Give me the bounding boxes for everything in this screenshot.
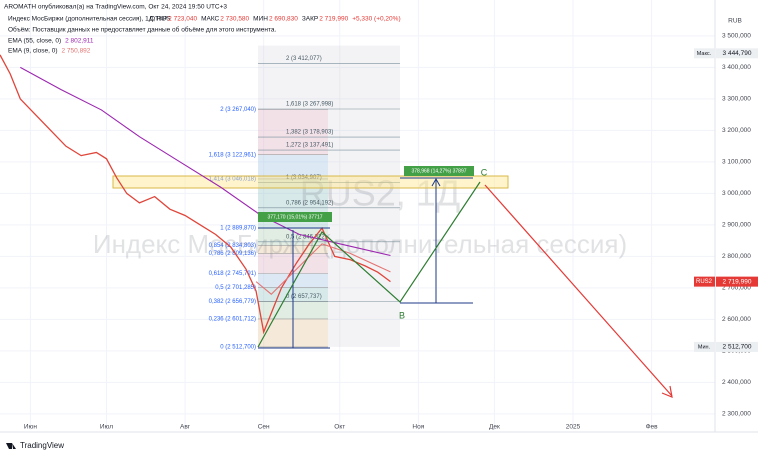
ohlc-label: МАКС xyxy=(201,16,219,23)
symbol-label: RUS2 xyxy=(696,279,713,285)
volume: Объём: Поставщик данных не предоставляет… xyxy=(8,26,276,34)
y-tick-label: 3 300,000 xyxy=(722,96,751,103)
ohlc-value: 2 723,040 xyxy=(168,16,197,23)
measure-label: 378,968 (14,27%) 37897 xyxy=(411,168,466,174)
fib-label: 1,618 (3 267,998) xyxy=(286,102,333,108)
price-line xyxy=(20,66,391,257)
fib-zone xyxy=(258,109,328,155)
y-tick-label: 2 400,000 xyxy=(722,379,751,386)
y-tick-label: 2 900,000 xyxy=(722,222,751,229)
y-tick-label: 3 400,000 xyxy=(722,64,751,71)
price-line xyxy=(255,243,391,295)
ohlc-value: 2 730,580 xyxy=(220,16,249,23)
wave-label: C xyxy=(481,167,488,177)
x-tick-label: Июл xyxy=(100,424,113,431)
forecast-arrow xyxy=(484,184,673,397)
ohlc-label: ЗАКР xyxy=(302,16,318,23)
grid xyxy=(0,0,715,430)
y-tick-label: 2 800,000 xyxy=(722,253,751,260)
extreme-badge xyxy=(694,341,715,352)
fib-label: 1,414 (3 046,018) xyxy=(209,177,256,183)
fib-label: 0,786 (2 954,192) xyxy=(286,200,333,206)
arrow-head xyxy=(431,177,441,187)
wave-label: B xyxy=(399,310,405,320)
y-tick-label: 2 300,000 xyxy=(722,411,751,418)
y-tick-label: 2 700,000 xyxy=(722,285,751,292)
fib-label: 0,786 (2 809,136) xyxy=(209,251,256,257)
symbol: Индекс МосБиржи (дополнительная сессия),… xyxy=(8,16,171,23)
extreme-value: 2 512,700 xyxy=(723,344,752,351)
ohlc-label: МИН xyxy=(253,16,268,23)
watermark: Индекс МосБиржи (дополнительная сессия) xyxy=(93,229,627,259)
y-tick-label: 3 200,000 xyxy=(722,127,751,134)
fib-label: 0,382 (2 656,779) xyxy=(209,299,256,305)
fib-label: 0,236 (2 601,712) xyxy=(209,316,256,322)
y-tick-label: 3 000,000 xyxy=(722,190,751,197)
wave-path xyxy=(257,181,481,348)
fib-label: 2 (3 412,077) xyxy=(286,56,322,62)
x-tick-label: Дек xyxy=(489,424,500,431)
last-price-tag xyxy=(716,276,758,287)
ohlc-value: 2 690,830 xyxy=(269,16,298,23)
extreme-text: Мин. xyxy=(698,344,711,350)
fib-label: 1,618 (3 122,961) xyxy=(209,152,256,158)
fib-label: 1,382 (3 178,903) xyxy=(286,130,333,136)
watermark: RUS2, 1Д xyxy=(300,173,460,214)
fib-label: 1,272 (3 137,491) xyxy=(286,143,333,149)
resistance-zone xyxy=(112,175,509,189)
x-tick-label: Сен xyxy=(258,424,270,431)
extreme-tag xyxy=(716,48,758,59)
fib-label: 0,618 (2 745,791) xyxy=(209,271,256,277)
fib-label: 1 (3 034,907) xyxy=(286,175,322,181)
legend-value: 2 750,892 xyxy=(62,48,91,55)
fib-band xyxy=(258,45,400,347)
symbol-tag xyxy=(694,276,715,287)
x-tick-label: Ноя xyxy=(412,424,424,431)
extreme-tag xyxy=(716,341,758,352)
ohlc-value: 2 719,990 xyxy=(319,16,348,23)
measure-box xyxy=(258,212,332,222)
fib-label: 0 (2 657,737) xyxy=(286,294,322,300)
x-tick-label: 2025 xyxy=(566,424,581,431)
extreme-text: Макс. xyxy=(697,51,712,57)
fib-label: 0,5 (2 846,322) xyxy=(286,234,327,240)
currency: RUB xyxy=(728,18,742,25)
arrow-head xyxy=(661,385,673,398)
fib-label: 0,5 (2 701,285) xyxy=(215,285,256,291)
extreme-badge xyxy=(694,48,715,59)
footer: TradingView xyxy=(20,441,64,450)
extreme-value: 3 444,790 xyxy=(723,50,752,57)
y-tick-label: 3 500,000 xyxy=(722,33,751,40)
header-values: ОТКР 2 723,040 МАКС 2 730,580 МИН 2 690,830 ЗА… xyxy=(8,16,401,55)
legend-name: EMA (55, close, 0) xyxy=(8,38,61,45)
y-tick-label: 3 100,000 xyxy=(722,159,751,166)
fib-zone xyxy=(258,154,328,179)
header: AROMATH опубликовал(а) на TradingView.co… xyxy=(4,3,276,34)
measure-box xyxy=(404,166,474,176)
fib-label: 1 (2 889,870) xyxy=(220,226,256,232)
x-tick-label: Окт xyxy=(334,424,345,431)
fib-label: 0,854 (2 834,803) xyxy=(209,243,256,249)
fib-label: 0 (2 512,700) xyxy=(220,345,256,351)
fib-label: 2 (3 267,040) xyxy=(220,107,256,113)
ohlc-label: ОТКР xyxy=(150,16,167,23)
change: +5,330 (+0,20%) xyxy=(352,16,400,23)
last-price-label: 2 719,990 xyxy=(723,278,752,285)
projections xyxy=(257,166,673,398)
logo xyxy=(6,443,16,449)
legend-name: EMA (9, close, 0) xyxy=(8,48,58,55)
x-tick-label: Июн xyxy=(24,424,38,431)
price-axis xyxy=(715,0,758,432)
published: AROMATH опубликовал(а) на TradingView.co… xyxy=(4,3,227,11)
x-tick-label: Фев xyxy=(646,424,659,431)
measure-label: 377,170 (15,01%) 37717 xyxy=(267,214,322,220)
legend-value: 2 802,911 xyxy=(65,38,94,45)
x-tick-label: Авг xyxy=(180,424,191,431)
y-tick-label: 2 600,000 xyxy=(722,316,751,323)
